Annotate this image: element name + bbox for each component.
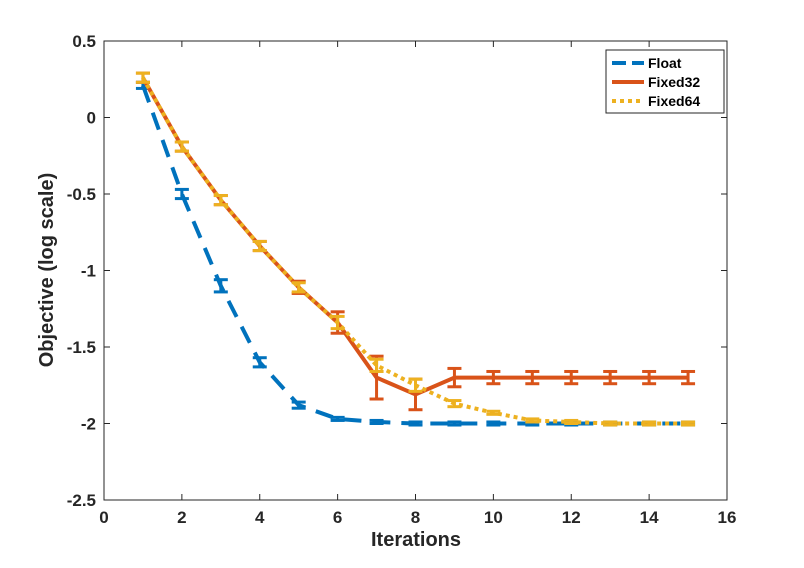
x-tick-label: 10 (484, 508, 503, 527)
error-bar-fixed32 (603, 369, 618, 386)
error-bar-fixed64 (681, 420, 696, 427)
error-bar-fixed64 (447, 399, 462, 409)
error-bar-fixed64 (174, 140, 189, 153)
error-bar-fixed32 (447, 366, 462, 389)
y-tick-label: -2 (81, 415, 96, 434)
series-line-fixed32 (141, 76, 689, 397)
legend-label-float: Float (648, 55, 682, 71)
error-bar-float (408, 420, 423, 427)
error-bar-fixed64 (642, 420, 657, 427)
y-tick-label: -1.5 (67, 338, 96, 357)
error-bar-float (174, 187, 189, 201)
x-tick-label: 14 (640, 508, 659, 527)
x-tick-label: 0 (99, 508, 108, 527)
x-tick-label: 2 (177, 508, 186, 527)
legend-label-fixed32: Fixed32 (648, 74, 700, 90)
error-bar-fixed32 (525, 369, 540, 386)
x-tick-label: 4 (255, 508, 265, 527)
error-bar-fixed64 (291, 281, 306, 294)
plot-layer (135, 71, 696, 427)
error-bar-fixed64 (369, 357, 384, 373)
error-bar-fixed64 (486, 409, 501, 416)
x-tick-label: 8 (411, 508, 420, 527)
error-bar-float (486, 420, 501, 427)
y-tick-label: -0.5 (67, 185, 96, 204)
error-bar-float (330, 415, 345, 422)
error-bar-fixed32 (486, 369, 501, 386)
legend: Float Fixed32 Fixed64 (605, 49, 725, 114)
error-bar-float (291, 400, 306, 410)
y-tick-label: -2.5 (67, 491, 96, 510)
x-tick-label: 6 (333, 508, 342, 527)
error-bar-fixed64 (252, 239, 267, 253)
error-bar-fixed64 (213, 194, 228, 207)
y-axis-title: Objective (log scale) (36, 173, 58, 368)
error-bar-fixed64 (525, 417, 540, 424)
error-bar-float (447, 420, 462, 427)
error-bar-fixed64 (408, 377, 423, 393)
legend-label-fixed64: Fixed64 (648, 93, 700, 109)
error-bar-fixed64 (603, 420, 618, 427)
axes-layer: 0 2 4 6 8 10 12 14 16 0.5 0 -0.5 -1 -1.5 -2 -2.5 (67, 32, 737, 527)
error-bar-fixed32 (681, 369, 696, 386)
error-bar-fixed32 (564, 369, 579, 386)
error-bar-float (252, 356, 267, 369)
y-tick-label: -1 (81, 262, 96, 281)
y-tick-label: 0 (87, 109, 96, 128)
error-bar-fixed64 (330, 314, 345, 331)
x-tick-label: 12 (562, 508, 581, 527)
error-bar-fixed64 (564, 418, 579, 425)
x-tick-label: 16 (718, 508, 737, 527)
error-bar-float (213, 278, 228, 294)
error-bar-fixed64 (135, 71, 150, 84)
error-bar-float (369, 418, 384, 425)
x-axis-title: Iterations (371, 529, 461, 551)
error-bar-fixed32 (642, 369, 657, 386)
y-tick-label: 0.5 (72, 32, 96, 51)
